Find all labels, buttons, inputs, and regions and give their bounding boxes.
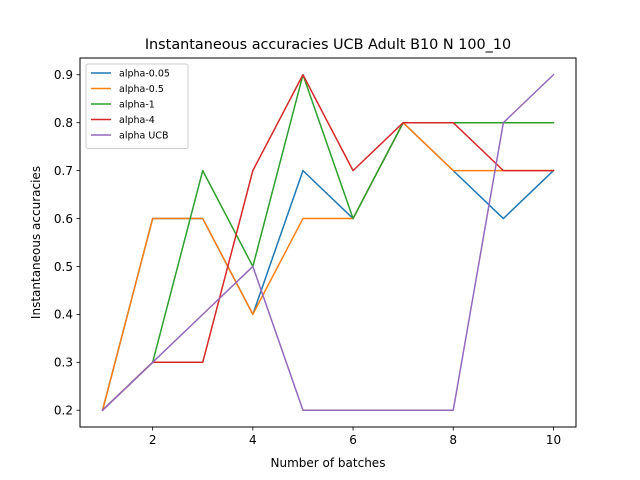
x-tick-label: 8 — [449, 433, 457, 447]
y-tick-label: 0.8 — [54, 116, 73, 130]
chart-title: Instantaneous accuracies UCB Adult B10 N… — [145, 37, 511, 53]
y-tick-label: 0.5 — [54, 260, 73, 274]
legend: alpha-0.05 alpha-0.5 alpha-1 alpha-4 alpha U… — [85, 63, 189, 149]
legend-box — [85, 63, 189, 149]
y-axis: 0.2 0.3 0.4 0.5 0.6 0.7 0.8 0.9 — [54, 68, 80, 418]
legend-label: alpha-0.5 — [119, 84, 164, 95]
y-tick-label: 0.6 — [54, 212, 73, 226]
y-tick-label: 0.2 — [54, 404, 73, 418]
x-tick-label: 2 — [149, 433, 157, 447]
x-tick-label: 4 — [249, 433, 257, 447]
y-tick-label: 0.7 — [54, 164, 73, 178]
legend-label: alpha-0.05 — [119, 69, 170, 80]
legend-label: alpha-1 — [119, 100, 155, 111]
x-tick-label: 6 — [349, 433, 357, 447]
series-line-alpha-ucb — [101, 73, 555, 412]
y-tick-label: 0.3 — [54, 356, 73, 370]
y-tick-label: 0.9 — [54, 68, 73, 82]
series-line-alpha-1 — [101, 74, 555, 412]
x-axis: 2 4 6 8 10 — [149, 427, 561, 447]
y-axis-label: Instantaneous accuracies — [29, 166, 43, 319]
series-line-alpha-4 — [101, 74, 555, 412]
series-line-alpha-0-05 — [101, 121, 555, 412]
plot-area — [101, 73, 555, 412]
plot-frame — [79, 57, 577, 428]
x-axis-label: Number of batches — [271, 456, 386, 470]
legend-label: alpha UCB — [119, 131, 168, 142]
x-tick-label: 10 — [546, 433, 561, 447]
legend-label: alpha-4 — [119, 115, 155, 126]
series-line-alpha-0-5 — [101, 121, 555, 412]
y-tick-label: 0.4 — [54, 308, 73, 322]
